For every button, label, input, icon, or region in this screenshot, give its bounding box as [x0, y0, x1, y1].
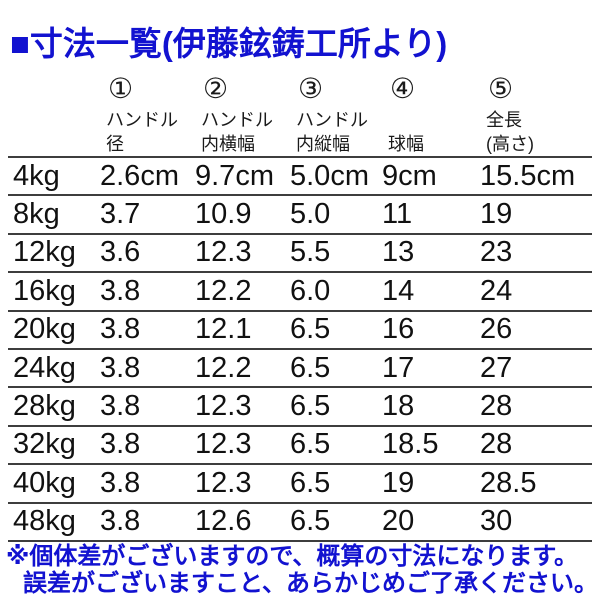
handle-diameter-cell: 3.8 — [100, 313, 141, 346]
ball-width-cell: 18 — [382, 390, 415, 423]
handle-diameter-cell: 3.8 — [100, 274, 141, 307]
table-row: 24kg 3.8 12.2 6.5 17 27 — [8, 350, 592, 389]
handle-inner-width-cell: 12.6 — [195, 505, 252, 538]
column-label-line2: 径 — [106, 134, 124, 154]
handle-inner-height-cell: 6.0 — [290, 274, 331, 307]
circled-number-3: ③ — [298, 73, 324, 104]
weight-cell: 20kg — [13, 313, 76, 346]
table-row: 8kg 3.7 10.9 5.0 11 19 — [8, 196, 592, 235]
table-row: 20kg 3.8 12.1 6.5 16 26 — [8, 312, 592, 350]
total-length-cell: 30 — [480, 505, 513, 538]
footnote-line-1: ※個体差がございますので、概算の寸法になります。 — [6, 543, 578, 570]
table-row: 48kg 3.8 12.6 6.5 20 30 — [8, 504, 592, 542]
column-label-line2: 内縦幅 — [296, 134, 350, 154]
column-label-line2: (高さ) — [486, 134, 534, 154]
column-header-handle-inner-height: ③ ハンドル 内縦幅 — [290, 72, 382, 156]
handle-diameter-cell: 3.8 — [100, 351, 141, 384]
handle-inner-height-cell: 6.5 — [290, 428, 331, 461]
handle-diameter-cell: 3.8 — [100, 428, 141, 461]
weight-cell: 28kg — [13, 390, 76, 423]
ball-width-cell: 17 — [382, 351, 415, 384]
handle-diameter-cell: 2.6cm — [100, 159, 179, 192]
handle-inner-width-cell: 10.9 — [195, 198, 252, 231]
weight-cell: 4kg — [13, 159, 60, 192]
column-label-line1 — [388, 108, 480, 132]
total-length-cell: 23 — [480, 236, 513, 269]
column-label-line2: 球幅 — [388, 134, 424, 154]
table-header-row: ① ハンドル 径 ② ハンドル 内横幅 ③ ハンドル 内縦幅 ④ 球幅 ⑤ — [8, 72, 592, 158]
total-length-cell: 28 — [480, 390, 513, 423]
ball-width-cell: 11 — [382, 198, 413, 231]
weight-cell: 16kg — [13, 274, 76, 307]
handle-inner-width-cell: 12.1 — [195, 313, 252, 346]
ball-width-cell: 20 — [382, 505, 415, 538]
handle-inner-width-cell: 12.3 — [195, 466, 252, 499]
ball-width-cell: 18.5 — [382, 428, 439, 461]
handle-inner-width-cell: 12.2 — [195, 351, 252, 384]
circled-number-1: ① — [108, 73, 134, 104]
table-row: 32kg 3.8 12.3 6.5 18.5 28 — [8, 427, 592, 466]
column-header-handle-inner-width: ② ハンドル 内横幅 — [195, 72, 290, 156]
table-row: 12kg 3.6 12.3 5.5 13 23 — [8, 235, 592, 274]
table-row: 40kg 3.8 12.3 6.5 19 28.5 — [8, 465, 592, 504]
column-label-line1: ハンドル — [106, 110, 178, 130]
table-row: 28kg 3.8 12.3 6.5 18 28 — [8, 388, 592, 427]
handle-inner-height-cell: 6.5 — [290, 505, 331, 538]
header-corner-cell — [8, 72, 100, 156]
handle-inner-width-cell: 12.3 — [195, 236, 252, 269]
handle-inner-width-cell: 12.3 — [195, 390, 252, 423]
column-label-line1: ハンドル — [296, 110, 368, 130]
handle-inner-width-cell: 12.3 — [195, 428, 252, 461]
ball-width-cell: 19 — [382, 466, 415, 499]
handle-inner-height-cell: 6.5 — [290, 351, 331, 384]
footnote: ※個体差がございますので、概算の寸法になります。 誤差がございますこと、あらかじ… — [6, 543, 599, 597]
ball-width-cell: 9cm — [382, 159, 437, 192]
table-row: 4kg 2.6cm 9.7cm 5.0cm 9cm 15.5cm — [8, 158, 592, 197]
weight-cell: 24kg — [13, 351, 76, 384]
handle-diameter-cell: 3.8 — [100, 505, 141, 538]
column-label-line2: 内横幅 — [201, 134, 255, 154]
ball-width-cell: 16 — [382, 313, 415, 346]
column-label-line1: ハンドル — [201, 110, 273, 130]
weight-cell: 48kg — [13, 505, 76, 538]
total-length-cell: 28.5 — [480, 466, 537, 499]
total-length-cell: 15.5cm — [480, 159, 576, 192]
handle-inner-width-cell: 9.7cm — [195, 159, 274, 192]
handle-inner-height-cell: 5.0cm — [290, 159, 369, 192]
handle-inner-height-cell: 5.0 — [290, 198, 331, 231]
handle-diameter-cell: 3.8 — [100, 390, 141, 423]
total-length-cell: 26 — [480, 313, 513, 346]
handle-diameter-cell: 3.7 — [100, 198, 141, 231]
handle-inner-height-cell: 6.5 — [290, 313, 331, 346]
total-length-cell: 28 — [480, 428, 513, 461]
weight-cell: 8kg — [13, 198, 60, 231]
total-length-cell: 27 — [480, 351, 513, 384]
total-length-cell: 24 — [480, 274, 513, 307]
column-header-total-length: ⑤ 全長 (高さ) — [480, 72, 592, 156]
handle-diameter-cell: 3.6 — [100, 236, 141, 269]
column-header-handle-diameter: ① ハンドル 径 — [100, 72, 195, 156]
ball-width-cell: 13 — [382, 236, 415, 269]
weight-cell: 12kg — [13, 236, 76, 269]
circled-number-4: ④ — [390, 73, 416, 104]
ball-width-cell: 14 — [382, 274, 415, 307]
weight-cell: 40kg — [13, 466, 76, 499]
footnote-line-2: 誤差がございますこと、あらかじめご了承ください。 — [23, 569, 599, 597]
dimensions-table: ① ハンドル 径 ② ハンドル 内横幅 ③ ハンドル 内縦幅 ④ 球幅 ⑤ — [8, 72, 592, 542]
total-length-cell: 19 — [480, 198, 513, 231]
circled-number-5: ⑤ — [488, 73, 514, 104]
column-label-line1: 全長 — [486, 110, 522, 130]
handle-inner-width-cell: 12.2 — [195, 274, 252, 307]
weight-cell: 32kg — [13, 428, 76, 461]
table-row: 16kg 3.8 12.2 6.0 14 24 — [8, 273, 592, 312]
column-header-ball-width: ④ 球幅 — [382, 72, 480, 156]
handle-inner-height-cell: 6.5 — [290, 390, 331, 423]
handle-inner-height-cell: 5.5 — [290, 236, 331, 269]
page-title: ■寸法一覧(伊藤鉉鋳工所より) — [10, 25, 448, 62]
handle-diameter-cell: 3.8 — [100, 466, 141, 499]
handle-inner-height-cell: 6.5 — [290, 466, 331, 499]
circled-number-2: ② — [203, 73, 229, 104]
